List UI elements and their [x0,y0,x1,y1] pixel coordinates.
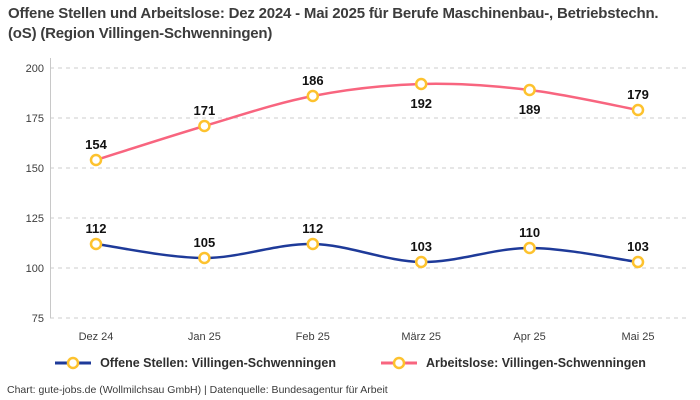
data-point-label: 189 [519,102,541,117]
data-point-marker[interactable] [523,241,536,255]
x-axis-tick-label: Jan 25 [188,331,221,343]
data-point-label: 103 [627,239,649,254]
data-point-label: 154 [85,137,107,152]
x-axis-tick-label: Dez 24 [79,331,114,343]
data-point-label: 179 [627,87,649,102]
x-axis-tick-label: Apr 25 [513,331,545,343]
legend-item-offene-stellen[interactable]: Offene Stellen: Villingen-Schwenningen [54,356,336,370]
attribution-footer: Chart: gute-jobs.de (Wollmilchsau GmbH) … [7,384,388,396]
y-axis-tick-label: 200 [26,63,44,75]
data-point-label: 105 [194,235,216,250]
y-axis-tick-label: 75 [32,313,44,325]
y-axis-tick-label: 150 [26,163,44,175]
data-point-label: 192 [410,96,432,111]
y-axis-tick-label: 100 [26,263,44,275]
legend: Offene Stellen: Villingen-Schwenningen A… [0,356,700,370]
data-point-label: 110 [519,225,540,240]
data-point-marker[interactable] [631,103,645,117]
data-point-label: 103 [410,239,432,254]
series-line-1 [94,82,640,162]
data-point-marker[interactable] [89,153,103,167]
legend-label-offene-stellen: Offene Stellen: Villingen-Schwenningen [100,356,336,370]
data-point-label: 112 [86,221,107,236]
series-line-0 [94,242,640,264]
data-point-marker[interactable] [306,237,320,251]
data-point-label: 171 [194,103,216,118]
y-axis-tick-label: 125 [26,213,44,225]
data-point-marker[interactable] [306,89,320,103]
legend-item-arbeitslose[interactable]: Arbeitslose: Villingen-Schwenningen [380,356,646,370]
data-point-marker[interactable] [198,119,211,133]
data-point-label: 186 [302,73,324,88]
line-marker-icon [380,356,417,370]
data-point-marker[interactable] [414,255,428,269]
chart-title: Offene Stellen und Arbeitslose: Dez 2024… [8,5,659,42]
x-axis-tick-label: Feb 25 [296,331,330,343]
y-axis-tick-label: 175 [26,113,44,125]
x-axis-tick-label: März 25 [401,331,441,343]
legend-label-arbeitslose: Arbeitslose: Villingen-Schwenningen [425,356,646,370]
x-axis-tick-label: Mai 25 [621,331,654,343]
data-point-marker[interactable] [89,237,103,251]
line-marker-icon [55,356,92,370]
data-point-marker[interactable] [198,251,211,265]
data-point-label: 112 [302,221,323,236]
line-chart-plot[interactable]: 75 100 125 150 175 200 Dez 24 Jan 25 Feb 25 März … [0,55,700,345]
data-point-marker[interactable] [523,83,536,97]
data-point-marker[interactable] [631,255,645,269]
data-point-marker[interactable] [414,77,428,91]
